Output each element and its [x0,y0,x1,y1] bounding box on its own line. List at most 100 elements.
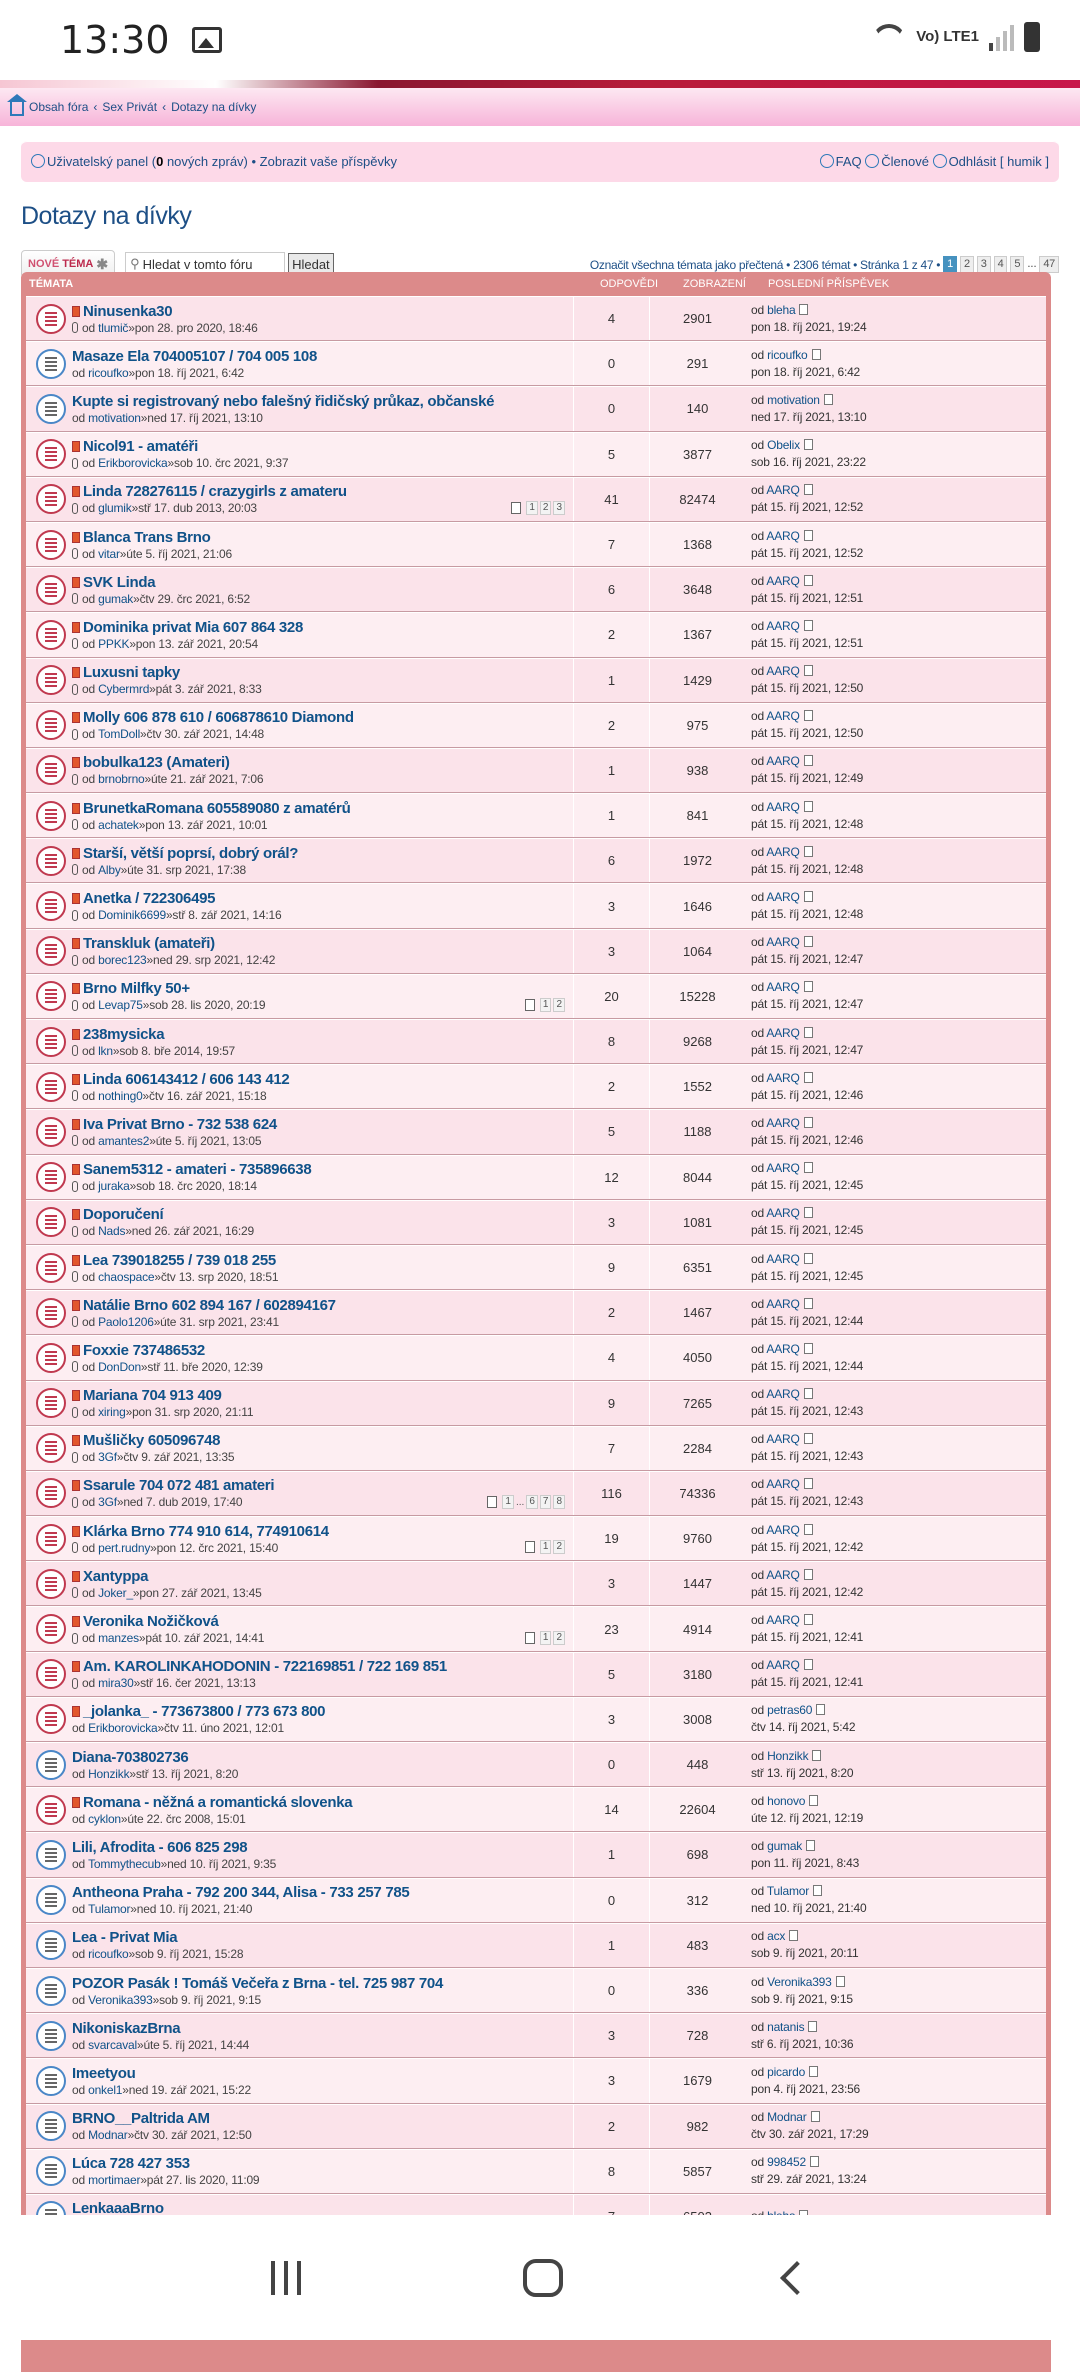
page-link[interactable]: 1 [943,256,957,273]
topic-page-link[interactable]: 1 [539,1540,552,1555]
topic-title[interactable]: Kupte si registrovaný nebo falešný řidič… [72,392,495,410]
last-post-author[interactable]: honovo [767,1793,806,1808]
topic-title[interactable]: Transkluk (amateři) [83,935,215,953]
topic-page-link[interactable]: 1 [539,1630,552,1645]
topic-author[interactable]: xiring [98,1405,126,1420]
view-latest-post-icon[interactable] [803,1342,813,1354]
last-post-author[interactable]: AARQ [766,1251,800,1266]
view-latest-post-icon[interactable] [803,936,813,948]
topic-author[interactable]: onkel1 [88,2082,123,2097]
last-post-author[interactable]: natanis [767,2019,805,2034]
view-latest-post-icon[interactable] [803,755,813,767]
topic-page-link[interactable]: 3 [553,500,565,515]
topic-title[interactable]: Romana - něžná a romantická slovenka [83,1793,353,1811]
new-post-icon[interactable] [72,1073,80,1085]
last-post-author[interactable]: AARQ [766,1115,800,1130]
topic-page-link[interactable]: 2 [553,1540,565,1555]
last-post-author[interactable]: Modnar [767,2110,807,2125]
breadcrumb-forum-index[interactable]: Obsah fóra [29,100,89,114]
last-post-author[interactable]: AARQ [766,618,800,633]
last-post-author[interactable]: AARQ [766,1070,800,1085]
last-post-author[interactable]: AARQ [766,573,800,588]
topic-author[interactable]: Dominik6699 [98,908,166,923]
view-latest-post-icon[interactable] [803,665,813,677]
topic-author[interactable]: juraka [98,1179,130,1194]
topic-author[interactable]: Joker_ [98,1585,133,1600]
new-post-icon[interactable] [72,486,80,498]
new-post-icon[interactable] [72,1254,80,1266]
new-post-icon[interactable] [72,757,80,769]
new-post-icon[interactable] [72,305,80,317]
view-latest-post-icon[interactable] [816,1704,826,1716]
page-info[interactable]: Stránka 1 z 47 [860,257,934,272]
page-link[interactable]: 47 [1039,256,1059,273]
last-post-author[interactable]: AARQ [766,1387,800,1402]
back-button[interactable] [780,2260,814,2295]
topic-title[interactable]: SVK Linda [83,573,156,591]
view-latest-post-icon[interactable] [803,1388,813,1400]
last-post-author[interactable]: bleha [767,302,796,317]
view-latest-post-icon[interactable] [803,529,813,541]
view-latest-post-icon[interactable] [803,891,813,903]
topic-author[interactable]: pert.rudny [98,1540,151,1555]
topic-title[interactable]: Molly 606 878 610 / 606878610 Diamond [83,709,354,727]
last-post-author[interactable]: AARQ [766,528,800,543]
topic-title[interactable]: NikoniskazBrna [72,2019,181,2037]
new-post-icon[interactable] [72,847,80,859]
new-post-icon[interactable] [72,1164,80,1176]
topic-title[interactable]: BrunetkaRomana 605589080 z amatérů [83,799,351,817]
view-latest-post-icon[interactable] [803,484,813,496]
new-post-icon[interactable] [72,576,80,588]
view-latest-post-icon[interactable] [803,439,813,451]
topic-author[interactable]: gumak [98,591,134,606]
view-latest-post-icon[interactable] [812,1749,822,1761]
last-post-author[interactable]: petras60 [767,1703,813,1718]
topic-title[interactable]: Sanem5312 - amateri - 735896638 [83,1161,312,1179]
topic-title[interactable]: _jolanka_ - 773673800 / 773 673 800 [83,1703,326,1721]
topic-author[interactable]: manzes [98,1631,139,1646]
breadcrumb-current[interactable]: Dotazy na dívky [171,100,257,114]
topic-page-link[interactable]: 1 [502,1495,514,1510]
topic-author[interactable]: chaospace [98,1269,155,1284]
topic-title[interactable]: Ssarule 704 072 481 amateri [83,1477,275,1495]
topic-title[interactable]: bobulka123 (Amateri) [83,754,230,772]
new-post-icon[interactable] [72,1706,80,1718]
view-latest-post-icon[interactable] [803,1433,813,1445]
topic-author[interactable]: PPKK [98,636,130,651]
last-post-author[interactable]: picardo [767,2064,806,2079]
search-button[interactable]: Hledat [288,253,334,275]
topic-title[interactable]: Mušličky 605096748 [83,1432,221,1450]
topic-author[interactable]: Erikborovicka [88,1721,158,1736]
topic-author[interactable]: tlumič [98,320,129,335]
new-post-icon[interactable] [72,1435,80,1447]
new-post-icon[interactable] [72,1796,80,1808]
last-post-author[interactable]: AARQ [766,1296,800,1311]
topic-author[interactable]: Modnar [88,2128,128,2143]
logout-link[interactable]: Odhlásit [ humik ] [948,154,1049,169]
topic-author[interactable]: nothing0 [98,1088,143,1103]
page-link[interactable]: 3 [976,256,991,273]
topic-author[interactable]: Erikborovicka [98,456,168,471]
topic-author[interactable]: TomDoll [98,727,141,742]
topic-title[interactable]: Lea 739018255 / 739 018 255 [83,1251,276,1269]
home-button[interactable] [523,2258,563,2297]
new-post-icon[interactable] [72,1480,80,1492]
topic-page-link[interactable]: 1 [539,998,552,1012]
last-post-author[interactable]: AARQ [766,1522,800,1537]
last-post-author[interactable]: 998452 [767,2155,806,2170]
view-latest-post-icon[interactable] [809,1794,819,1806]
topic-page-link[interactable]: 2 [553,998,565,1012]
topic-title[interactable]: Xantyppa [83,1567,149,1585]
view-latest-post-icon[interactable] [803,1614,813,1626]
last-post-author[interactable]: Honzikk [767,1748,809,1763]
last-post-author[interactable]: AARQ [766,1658,800,1673]
new-post-icon[interactable] [72,983,80,995]
last-post-author[interactable]: AARQ [766,483,800,498]
topic-author[interactable]: cyklon [88,1811,121,1826]
topic-title[interactable]: Anetka / 722306495 [83,890,216,908]
new-post-icon[interactable] [72,938,80,950]
topic-title[interactable]: Ninusenka30 [83,302,173,320]
new-post-icon[interactable] [72,712,80,724]
topic-author[interactable]: ricoufko [88,365,129,380]
topic-author[interactable]: vitar [98,546,120,561]
